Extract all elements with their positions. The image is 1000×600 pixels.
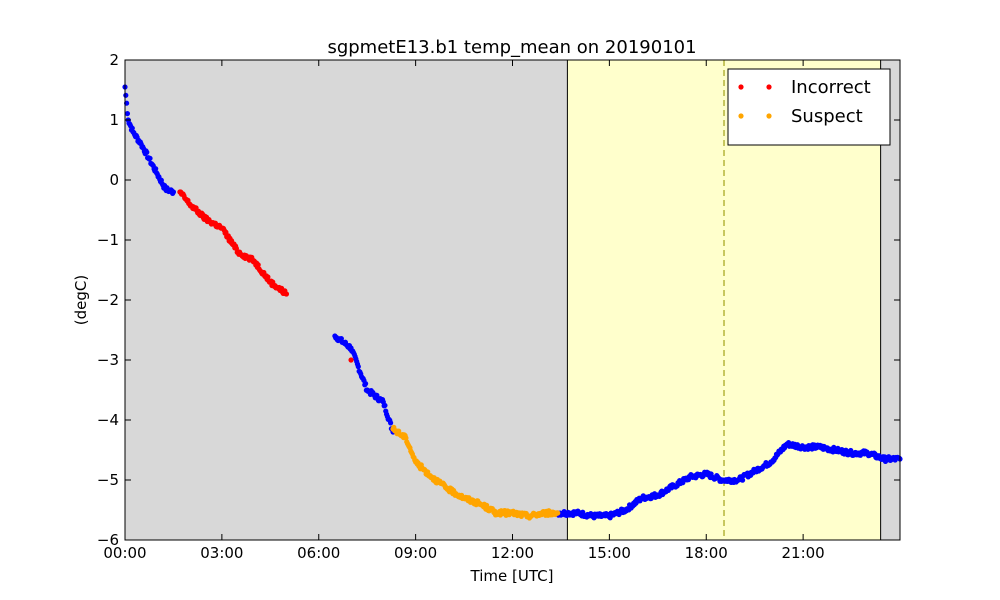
data-point [255,262,261,268]
x-tick-label: 09:00 [394,544,437,562]
legend-label: Incorrect [791,77,871,98]
y-tick-label: −2 [97,291,119,309]
x-tick-label: 15:00 [588,544,631,562]
y-tick-label: −4 [97,411,119,429]
series-suspect [390,424,561,521]
data-point [153,166,159,172]
y-axis-label: (degC) [72,275,90,325]
legend-marker [738,113,744,119]
x-axis-label: Time [UTC] [470,567,554,585]
series-incorrect [177,189,354,363]
y-tick-label: 1 [109,111,119,129]
legend: Incorrect Suspect [727,68,891,146]
chart-title: sgpmetE13.b1 temp_mean on 20190101 [327,37,696,58]
data-point [387,420,394,426]
data-point [580,509,586,515]
x-tick-label: 18:00 [685,544,728,562]
data-point [484,502,490,508]
data-point [362,381,369,387]
data-point [555,510,561,516]
data-point [382,402,388,409]
y-tick-label: 2 [109,51,119,69]
data-point [348,357,354,363]
data-point [124,110,131,117]
legend-box [727,68,891,146]
data-point [144,149,150,155]
data-point [355,364,361,370]
y-tick-label: −1 [97,231,119,249]
data-point [147,155,153,161]
x-tick-label: 03:00 [200,544,243,562]
y-tick-label: 0 [109,171,119,189]
legend-marker [766,84,772,90]
data-point [739,477,746,483]
x-tick-label: 21:00 [782,544,825,562]
axes: 00:00 03:00 06:00 09:00 12:00 15:00 18:00 21:00… [97,51,901,562]
y-tick-label: −3 [97,351,119,369]
data-point [170,189,177,195]
legend-marker [738,84,744,90]
legend-label: Suspect [791,106,863,127]
data-point [283,291,290,297]
x-tick-label: 00:00 [103,544,146,562]
y-tick-label: −6 [97,531,119,549]
data-point [265,274,271,280]
y-tick-label: −5 [97,471,119,489]
x-tick-label: 06:00 [297,544,340,562]
x-tick-label: 12:00 [491,544,534,562]
legend-marker [766,113,772,119]
data-point [123,92,129,98]
series-data [122,84,903,521]
data-points [122,84,903,521]
data-point [223,229,229,235]
